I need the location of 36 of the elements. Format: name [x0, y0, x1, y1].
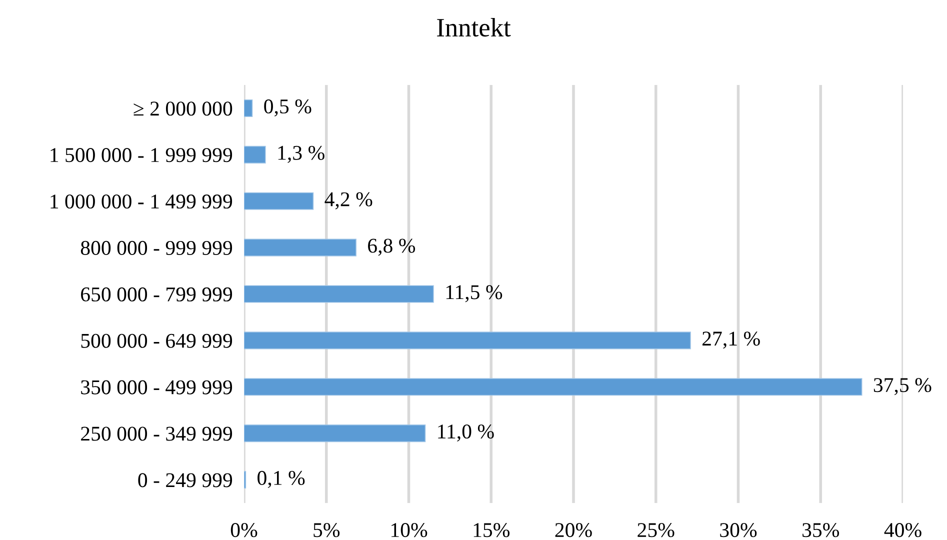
- bar: [244, 378, 862, 396]
- data-label: 11,5 %: [446, 285, 502, 302]
- bar: [244, 238, 356, 256]
- y-tick-label: 250 000 - 349 999: [81, 426, 232, 441]
- data-label: 0,1 %: [258, 470, 305, 488]
- data-label: 6,8 %: [368, 238, 416, 256]
- y-tick-label: 1 000 000 - 1 499 999: [50, 194, 232, 209]
- bar: [244, 192, 314, 210]
- y-tick-label: 0 - 249 999: [138, 473, 232, 488]
- y-tick-label: 650 000 - 799 999: [81, 287, 232, 302]
- x-tick-label: 0%: [230, 523, 258, 538]
- data-label: 37,5 %: [874, 378, 932, 396]
- data-label: 0,5 %: [264, 99, 312, 116]
- x-tick-label: 25%: [638, 523, 674, 538]
- bar: [244, 285, 434, 303]
- y-tick-label: ≥ 2 000 000: [134, 102, 232, 116]
- bar: [244, 99, 253, 117]
- data-label: 1,3 %: [278, 146, 324, 163]
- x-tick-label: 10%: [391, 523, 428, 538]
- x-tick-label: 15%: [474, 523, 510, 538]
- data-label: 11,0 %: [438, 424, 494, 442]
- bar: [244, 332, 691, 350]
- y-tick-label: 800 000 - 999 999: [80, 240, 232, 255]
- y-tick-label: 500 000 - 649 999: [81, 334, 232, 348]
- x-tick-label: 35%: [802, 523, 840, 538]
- y-tick-label: 350 000 - 499 999: [81, 380, 232, 394]
- data-label: 27,1 %: [702, 332, 760, 349]
- x-tick-label: 40%: [884, 523, 922, 538]
- y-tick-label: 1 500 000 - 1 999 999: [50, 148, 232, 162]
- bar: [244, 424, 426, 442]
- chart-title: Inntekt: [437, 18, 511, 37]
- bar: [244, 146, 266, 164]
- x-tick-label: 30%: [720, 523, 757, 538]
- x-tick-label: 5%: [314, 523, 340, 538]
- x-tick-label: 20%: [555, 523, 592, 538]
- data-label: 4,2 %: [324, 192, 372, 210]
